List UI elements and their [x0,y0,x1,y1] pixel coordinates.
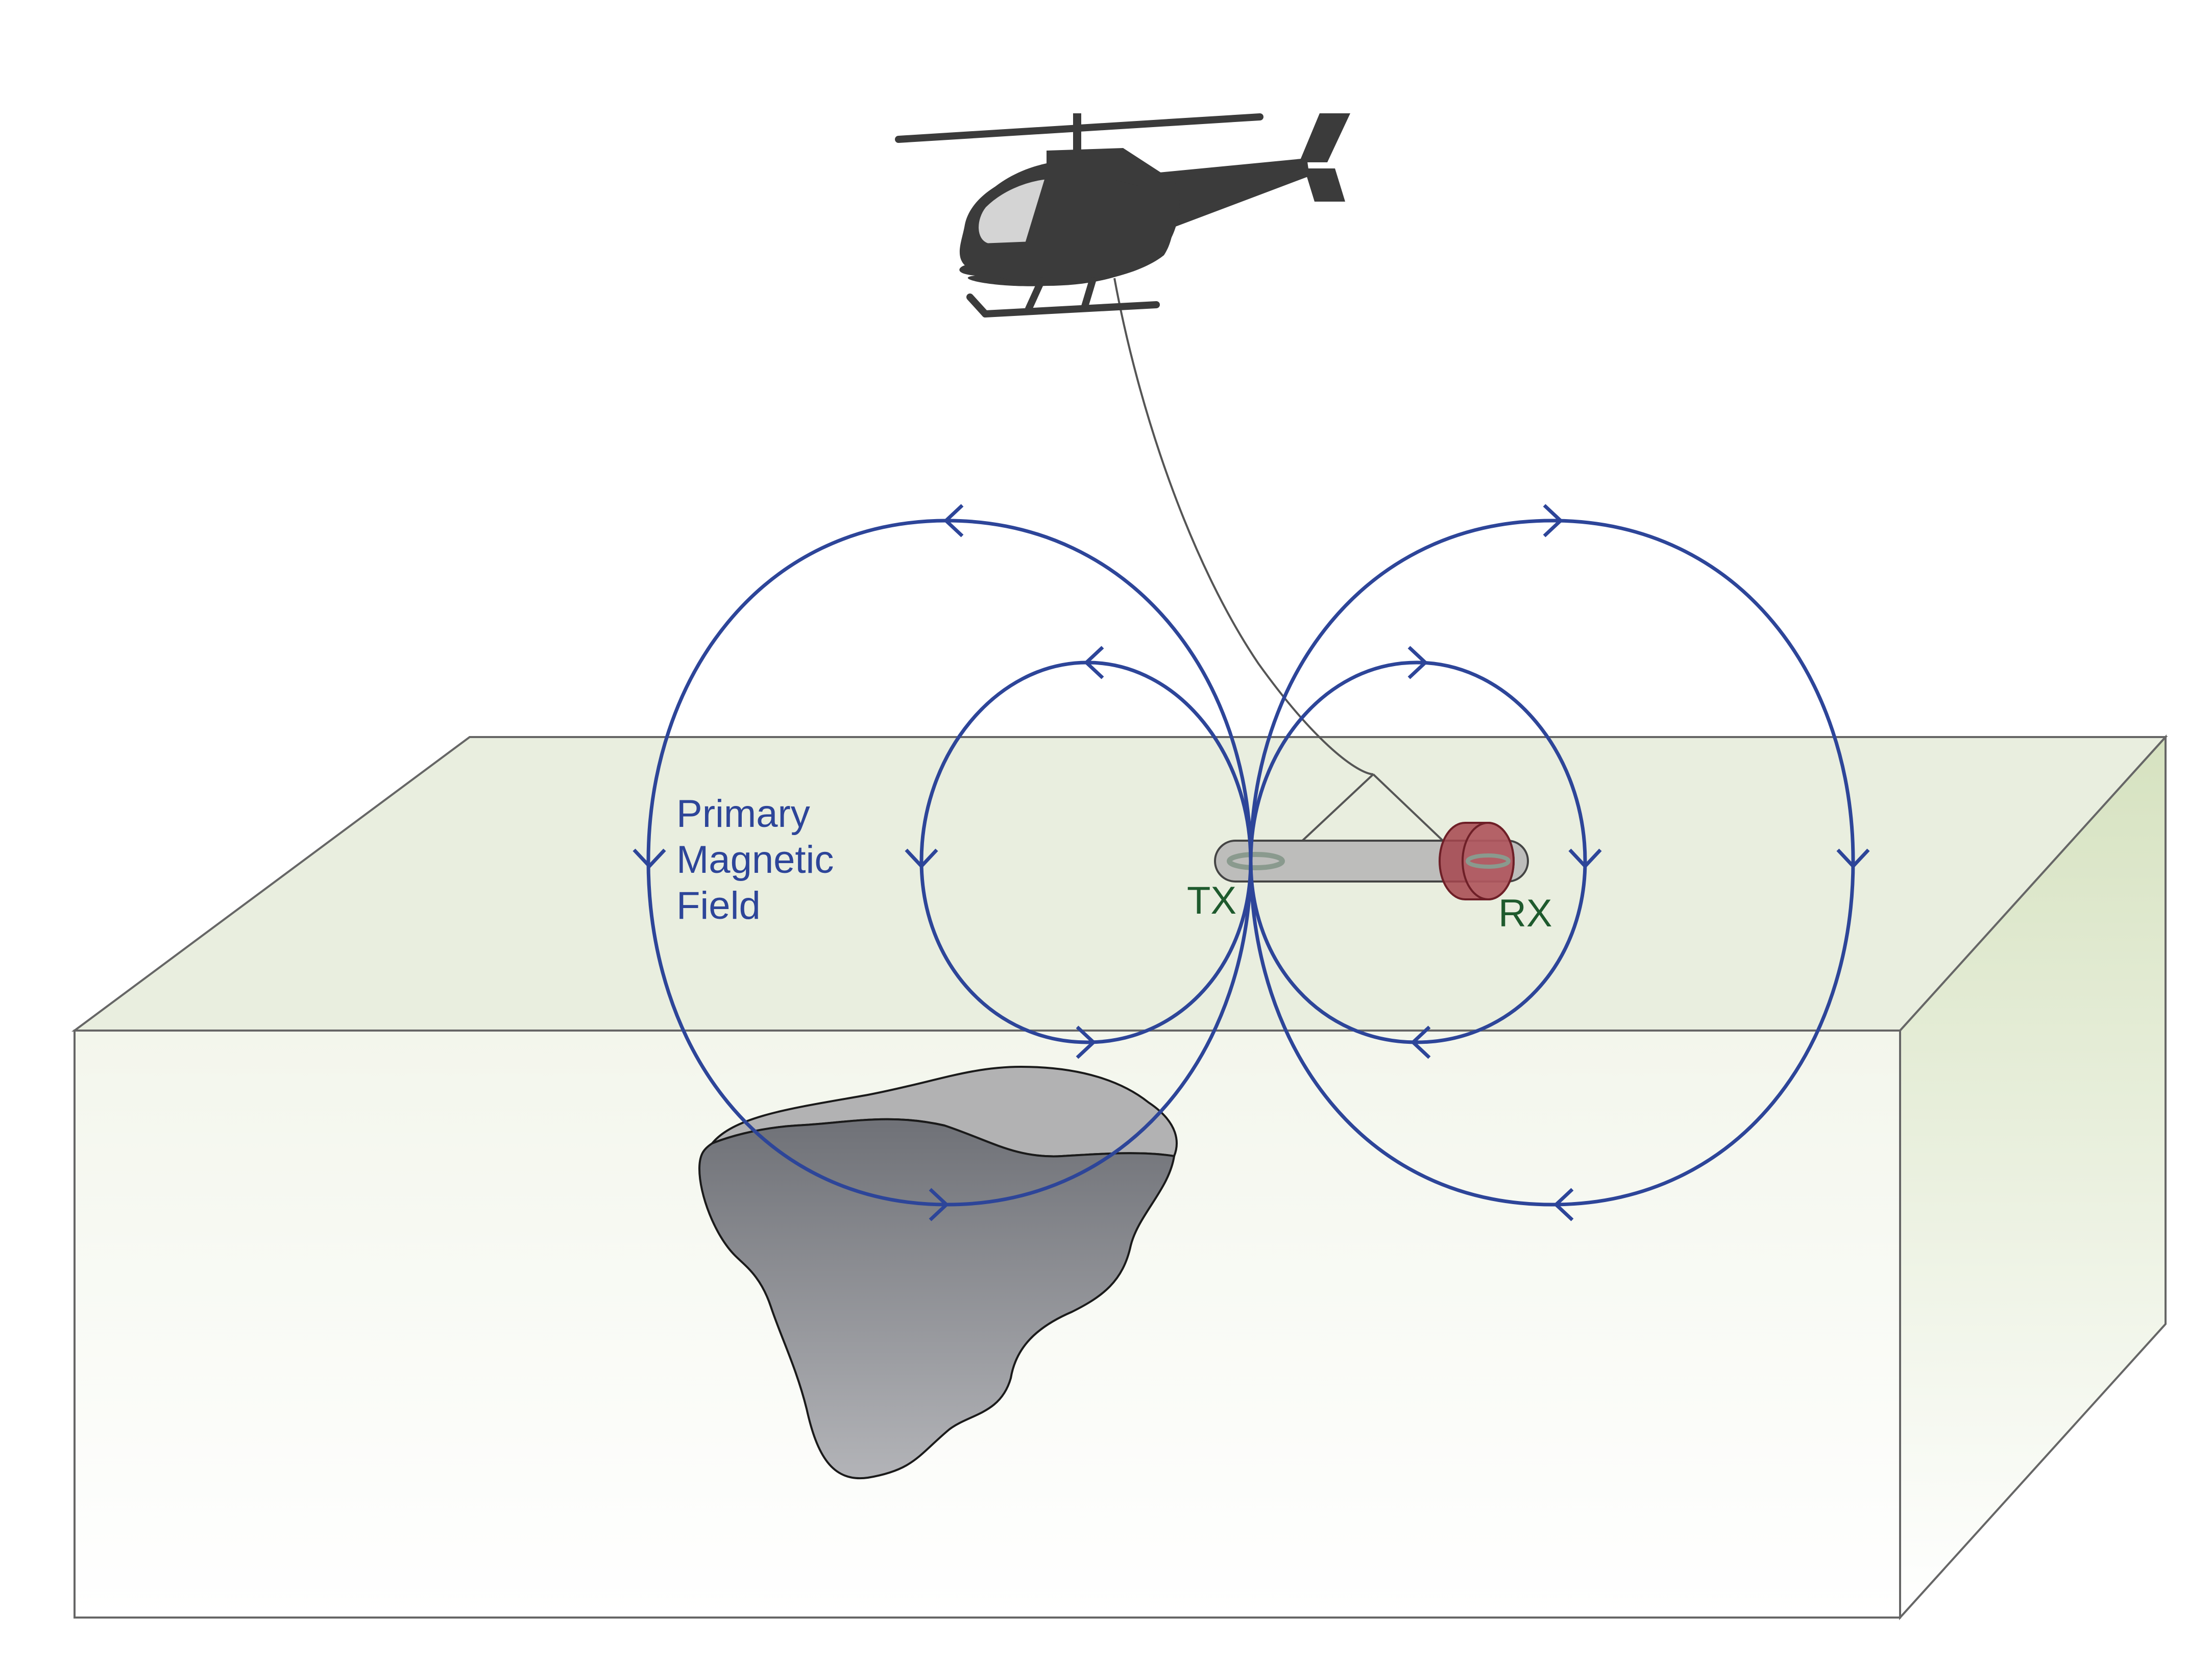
field-arrow-left-outer-bottom [929,1188,950,1221]
receiver-inner-coil [1466,853,1511,869]
receiver-label: RX [1498,892,1552,935]
helicopter-rotor-mast [1073,113,1081,154]
sensor-bird [1214,822,1529,900]
field-arrow-left-inner-bottom [1076,1025,1097,1059]
transmitter-label: TX [1187,879,1236,922]
field-arrow-left-inner-top [1083,646,1104,679]
helicopter-skids [966,277,1160,317]
field-loop-left-inner [919,660,1253,1044]
field-loop-right-outer [1249,519,1855,1207]
field-label-line1: Primary [676,792,810,836]
field-arrow-left-outer-side [633,848,666,869]
receiver-coil-rim [1462,822,1515,900]
field-arrow-right-outer-bottom [1553,1188,1574,1221]
helicopter-tail-boom [1149,158,1309,227]
field-arrow-left-outer-top [943,504,964,537]
receiver-coil [1439,822,1515,900]
ore-body [698,1065,1178,1480]
helicopter-icon [895,113,1350,317]
helicopter-skid-strut-rear [1081,277,1096,310]
ore-body-main [698,1118,1176,1480]
helicopter-skid-strut-front [1025,277,1045,312]
field-arrow-right-inner-side [1568,848,1602,869]
field-arrow-right-inner-bottom [1410,1025,1431,1059]
tow-bridle-back [1372,773,1451,848]
field-arrow-right-outer-side [1836,848,1870,869]
field-arrow-left-inner-side [905,848,938,869]
helicopter-tail-fin-lower [1304,168,1345,202]
helicopter-skid-tip [966,293,989,317]
field-label-line3: Field [676,884,761,927]
tow-bridle-front [1300,773,1374,843]
tow-cable-line [1113,278,1374,775]
primary-field-lines [633,504,1870,1221]
helicopter-cockpit-window [977,178,1047,245]
helicopter-skid-rail [982,301,1160,317]
field-arrow-right-outer-top [1543,504,1564,537]
field-arrow-right-inner-top [1407,646,1428,679]
field-loop-left-outer [646,519,1253,1207]
field-loop-right-inner [1249,660,1587,1044]
transmitter-coil [1227,852,1285,870]
tow-cable [1113,278,1451,848]
helicopter-tail-fin-upper [1299,113,1350,162]
field-label-line2: Magnetic [676,838,834,882]
